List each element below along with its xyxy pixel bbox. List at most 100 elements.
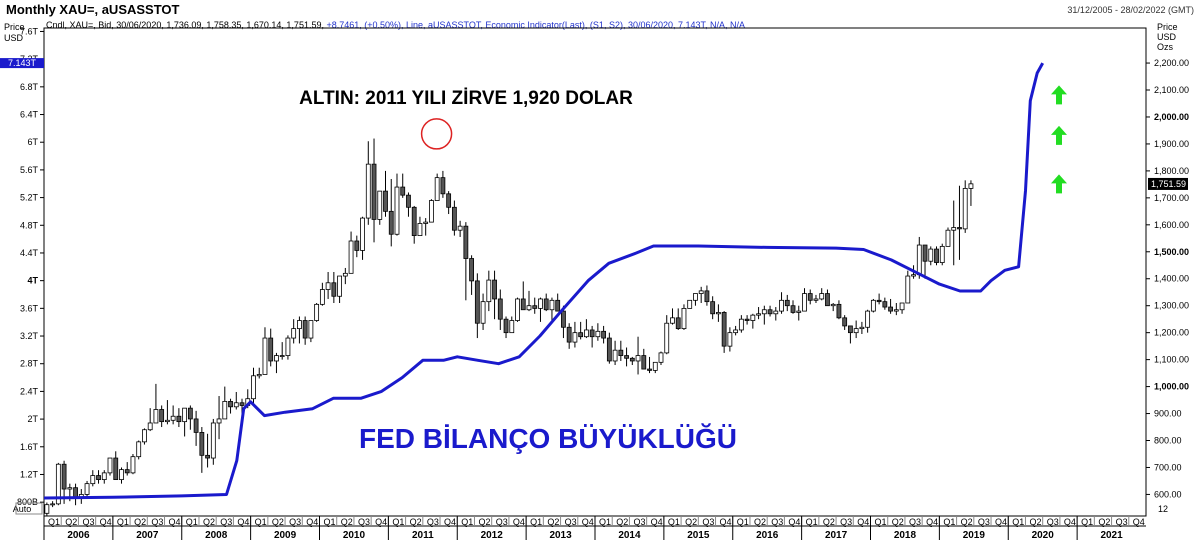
quarter-label: Q4 <box>857 517 869 527</box>
candle-body <box>670 317 675 324</box>
candle-body <box>876 299 882 303</box>
candle-body <box>893 309 899 312</box>
candle-body <box>578 332 584 338</box>
candle-body <box>61 463 67 490</box>
quarter-label: Q4 <box>513 517 525 527</box>
candle-body <box>543 298 549 311</box>
candle-body <box>566 326 572 343</box>
candle-body <box>222 401 228 420</box>
left-unit-1: Price <box>4 22 25 32</box>
candle-body <box>406 194 411 208</box>
candle-body <box>865 310 871 328</box>
candle-body <box>228 401 233 408</box>
quarter-label: Q1 <box>806 517 818 527</box>
gold-candles <box>44 138 974 516</box>
candle-body <box>693 293 698 301</box>
candle-body <box>790 305 796 313</box>
candle-body <box>337 275 342 297</box>
candle-body <box>297 320 302 330</box>
candle-body <box>779 299 784 312</box>
candle-body <box>262 337 268 375</box>
year-label: 2014 <box>618 530 641 541</box>
candle-body <box>675 317 681 330</box>
quarter-label: Q3 <box>1047 517 1059 527</box>
left-tick-label: 5.2T <box>20 193 39 203</box>
quarter-label: Q2 <box>1029 517 1041 527</box>
quarter-label: Q2 <box>272 517 284 527</box>
candle-body <box>50 503 56 506</box>
candle-body <box>612 349 618 362</box>
candle-body <box>738 318 744 331</box>
quarter-label: Q4 <box>306 517 318 527</box>
candle-body <box>515 298 520 321</box>
year-label: 2019 <box>963 530 986 541</box>
quarter-label: Q2 <box>410 517 422 527</box>
auto-label: Auto <box>13 504 32 514</box>
gold-annotation: ALTIN: 2011 YILI ZİRVE 1,920 DOLAR <box>299 88 633 109</box>
right-tick-label: 2,200.00 <box>1154 58 1189 68</box>
candle-body <box>589 329 595 338</box>
right-tick-label: 900.00 <box>1154 409 1182 419</box>
year-label: 2020 <box>1032 530 1055 541</box>
candle-body <box>302 320 308 339</box>
right-tick-label: 1,200.00 <box>1154 328 1189 338</box>
candle-body <box>107 457 113 474</box>
quarter-label: Q4 <box>582 517 594 527</box>
quarter-label: Q4 <box>788 517 800 527</box>
right-tick-label: 700.00 <box>1154 462 1182 472</box>
candle-body <box>641 355 647 370</box>
quarter-label: Q4 <box>1064 517 1076 527</box>
year-label: 2016 <box>756 530 779 541</box>
quarter-label: Q3 <box>771 517 783 527</box>
quarter-label: Q1 <box>943 517 955 527</box>
candle-body <box>727 332 733 347</box>
candle-body <box>210 422 216 459</box>
candle-body <box>388 210 394 235</box>
left-tick-label: 800B <box>17 497 38 507</box>
right-tick-label: 600.00 <box>1154 489 1182 499</box>
candle-body <box>704 290 710 303</box>
candle-body <box>830 303 836 307</box>
candle-body <box>124 469 130 474</box>
x-axis: Q1 Q2 Q3 Q4 Q1 Q2 Q3 Q4 Q1 Q2 Q3 Q4 Q1 Q2 Q3 Q4 Q1 Q2 Q3 Q4… <box>43 516 1146 541</box>
candle-body <box>440 177 446 195</box>
right-tick-label: 1,800.00 <box>1154 166 1189 176</box>
quarter-label: Q3 <box>1116 517 1128 527</box>
candle-body <box>474 280 480 324</box>
candle-body <box>469 258 474 282</box>
candle-body <box>165 419 170 423</box>
quarter-label: Q4 <box>926 517 938 527</box>
quarter-label: Q1 <box>324 517 336 527</box>
candle-body <box>819 293 825 300</box>
year-label: 2007 <box>136 530 159 541</box>
quarter-label: Q3 <box>289 517 301 527</box>
candle-body <box>635 355 641 362</box>
candle-body <box>113 457 119 481</box>
candle-body <box>205 454 210 459</box>
year-label: 2009 <box>274 530 297 541</box>
candle-body <box>159 409 165 423</box>
year-label: 2017 <box>825 530 848 541</box>
candle-body <box>520 298 526 311</box>
candle-body <box>744 318 750 321</box>
year-label: 2010 <box>343 530 366 541</box>
candle-body <box>784 299 790 307</box>
quarter-label: Q1 <box>875 517 887 527</box>
candle-body <box>756 313 761 316</box>
candle-body <box>750 314 756 321</box>
left-tick-label: 2T <box>27 414 38 424</box>
candle-body <box>951 227 957 231</box>
candle-body <box>618 349 624 356</box>
left-tick-label: 4.8T <box>20 220 39 230</box>
right-corner-label: 12 <box>1158 504 1168 514</box>
quarter-label: Q2 <box>478 517 490 527</box>
candle-body <box>182 407 188 423</box>
candle-body <box>394 186 400 235</box>
candle-body <box>848 325 853 334</box>
left-tick-label: 2.8T <box>20 359 39 369</box>
date-range: 31/12/2005 - 28/02/2022 (GMT) <box>1067 5 1194 15</box>
quarter-label: Q4 <box>444 517 456 527</box>
left-tick-label: 7.6T <box>20 26 39 36</box>
quarter-label: Q3 <box>565 517 577 527</box>
